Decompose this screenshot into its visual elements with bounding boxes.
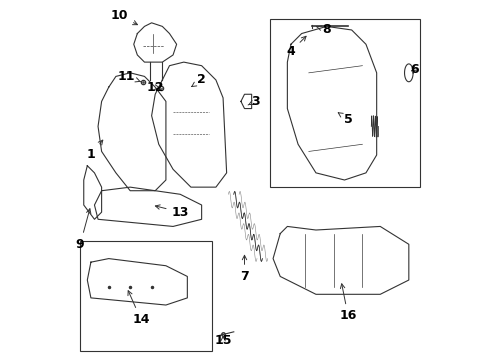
Text: 2: 2	[191, 73, 205, 86]
Text: 6: 6	[409, 63, 418, 76]
Text: 7: 7	[240, 255, 248, 283]
Text: 1: 1	[86, 140, 102, 162]
Text: 8: 8	[316, 23, 330, 36]
Text: 13: 13	[155, 205, 188, 219]
Text: 12: 12	[146, 81, 163, 94]
Text: 16: 16	[339, 284, 356, 322]
Text: 3: 3	[247, 95, 259, 108]
Text: 14: 14	[128, 291, 149, 326]
Text: 10: 10	[110, 9, 137, 25]
Text: 5: 5	[338, 113, 352, 126]
Text: 15: 15	[214, 334, 231, 347]
Text: 11: 11	[118, 70, 141, 83]
Text: 9: 9	[76, 209, 91, 251]
Text: 4: 4	[286, 36, 305, 58]
